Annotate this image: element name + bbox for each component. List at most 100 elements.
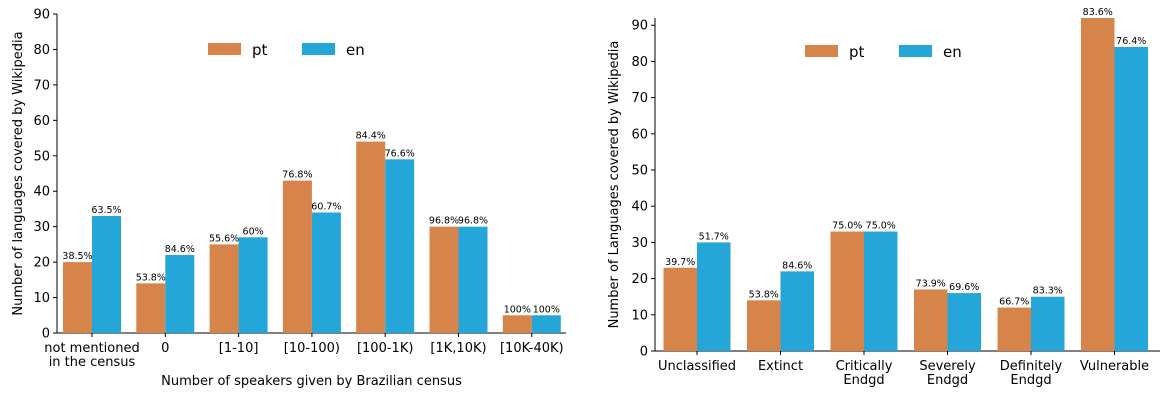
y-tick-label: 40 <box>631 200 648 215</box>
bar-en <box>238 237 268 333</box>
x-tick-label: Endgd <box>1010 373 1051 388</box>
data-label-en: 75.0% <box>866 221 896 232</box>
bar-pt <box>209 244 239 333</box>
x-tick-label: not mentioned <box>44 341 139 356</box>
x-tick-label: Extinct <box>758 359 803 374</box>
legend-label-en: en <box>346 41 365 59</box>
bar-pt <box>997 307 1031 351</box>
x-tick-label: 0 <box>161 341 169 356</box>
y-axis-label: Number of Languages covered by Wikipedia <box>607 41 622 329</box>
data-label-pt: 100% <box>504 304 531 315</box>
y-tick-label: 80 <box>33 43 50 58</box>
x-tick-label: [10K-40K) <box>500 341 564 356</box>
x-tick-label: [1K,10K) <box>430 341 486 356</box>
y-tick-label: 10 <box>33 291 50 306</box>
data-label-en: 100% <box>533 304 560 315</box>
x-tick-label: in the census <box>49 355 136 370</box>
y-tick-label: 20 <box>33 256 50 271</box>
legend-swatch-en <box>302 43 335 55</box>
y-tick-label: 90 <box>33 8 50 23</box>
chart-endangerment: 0 10 20 30 40 50 60 70 80 90 Number of Languages c… <box>607 7 1160 388</box>
y-tick-label: 10 <box>631 308 648 323</box>
data-label-pt: 66.7% <box>999 297 1029 308</box>
y-tick-label: 0 <box>42 327 50 342</box>
bar-en <box>165 255 195 333</box>
data-label-en: 76.4% <box>1116 36 1146 47</box>
bar-pt <box>429 226 459 333</box>
data-label-pt: 55.6% <box>209 233 239 244</box>
y-axis-label: Number of languages covered by Wikipedia <box>11 31 26 315</box>
data-label-en: 84.6% <box>165 244 195 255</box>
x-tick-label: Severely <box>919 359 976 374</box>
bar-en <box>311 212 341 333</box>
data-label-en: 83.3% <box>1033 286 1063 297</box>
y-tick-label: 90 <box>631 19 648 34</box>
legend-label-en: en <box>943 43 962 61</box>
x-tick-label: [100-1K) <box>357 341 413 356</box>
chart-speakers: 0 10 20 30 40 50 60 70 80 90 Number of languages c… <box>11 8 566 389</box>
data-label-pt: 53.8% <box>136 272 166 283</box>
bar-pt <box>136 283 166 333</box>
data-label-pt: 73.9% <box>916 278 946 289</box>
bar-pt <box>356 141 386 333</box>
x-tick-label: [1-10] <box>219 341 259 356</box>
y-tick-label: 50 <box>33 149 50 164</box>
legend-swatch-en <box>899 45 932 57</box>
bar-en <box>92 216 121 333</box>
bar-pt <box>282 180 312 333</box>
data-label-pt: 75.0% <box>832 221 862 232</box>
data-label-pt: 38.5% <box>62 251 92 262</box>
bar-en <box>780 271 814 351</box>
bar-en <box>1031 296 1065 351</box>
bar-pt <box>1081 18 1115 351</box>
data-label-en: 60% <box>243 226 264 237</box>
x-tick-label: Definitely <box>1000 359 1063 374</box>
x-tick-label: [10-100) <box>284 341 340 356</box>
x-tick-label: Endgd <box>843 373 884 388</box>
bar-pt <box>63 262 92 333</box>
data-label-pt: 83.6% <box>1083 7 1113 18</box>
x-tick-label: Critically <box>836 359 893 374</box>
bar-en <box>947 293 981 351</box>
x-axis-label: Number of speakers given by Brazilian ce… <box>161 374 462 389</box>
bar-pt <box>830 231 864 351</box>
bar-en <box>697 242 731 351</box>
y-tick-label: 60 <box>33 114 50 129</box>
y-tick-label: 70 <box>631 91 648 106</box>
y-tick-label: 40 <box>33 185 50 200</box>
y-tick-label: 80 <box>631 55 648 70</box>
data-label-pt: 84.4% <box>356 131 386 142</box>
y-tick-label: 60 <box>631 127 648 142</box>
bar-pt <box>502 315 532 333</box>
y-tick-label: 30 <box>33 220 50 235</box>
bar-pt <box>663 267 697 351</box>
bar-en <box>458 226 488 333</box>
legend-swatch-pt <box>805 45 838 57</box>
data-label-en: 69.6% <box>949 282 979 293</box>
bar-en <box>1114 46 1148 352</box>
data-label-en: 84.6% <box>782 260 812 271</box>
bar-en <box>531 315 561 333</box>
data-label-en: 63.5% <box>91 205 121 216</box>
legend-label-pt: pt <box>849 43 865 61</box>
data-label-en: 96.8% <box>458 216 488 227</box>
data-label-pt: 76.8% <box>282 170 312 181</box>
legend-label-pt: pt <box>252 41 268 59</box>
bar-pt <box>914 289 948 351</box>
x-tick-label: Vulnerable <box>1080 359 1149 374</box>
data-label-pt: 96.8% <box>429 216 459 227</box>
y-tick-label: 20 <box>631 272 648 287</box>
data-label-pt: 53.8% <box>749 289 779 300</box>
bar-en <box>864 231 898 351</box>
legend-swatch-pt <box>208 43 241 55</box>
x-tick-label: Endgd <box>927 373 968 388</box>
bar-en <box>385 159 415 333</box>
y-tick-label: 50 <box>631 164 648 179</box>
bar-pt <box>747 300 781 351</box>
y-tick-label: 30 <box>631 236 648 251</box>
y-tick-label: 70 <box>33 78 50 93</box>
data-label-en: 51.7% <box>699 231 729 242</box>
data-label-pt: 39.7% <box>665 257 695 268</box>
x-tick-label: Unclassified <box>658 359 736 374</box>
